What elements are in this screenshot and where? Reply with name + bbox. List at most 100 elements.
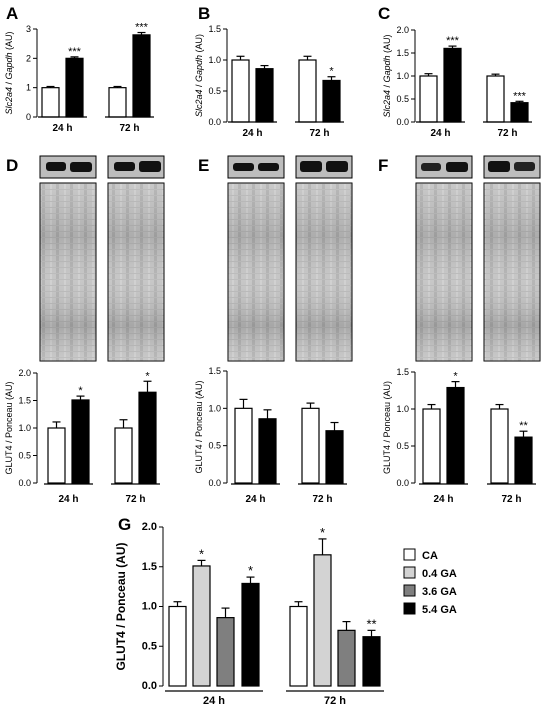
ponceau-stain (228, 183, 284, 361)
ponceau-stain (108, 183, 164, 361)
bar (255, 68, 274, 123)
y-axis-label: Slc2a4 / Gapdh (AU) (4, 31, 14, 114)
bar (138, 391, 157, 484)
y-tick-label: 1.0 (142, 601, 157, 613)
group-label: 72 h (309, 128, 329, 139)
bar (241, 582, 260, 687)
y-tick-label: 0.0 (18, 478, 31, 488)
bar (108, 87, 127, 118)
group-label: 24 h (433, 494, 453, 505)
legend-label-ca: CA (422, 550, 438, 562)
panel-letter-f: F (378, 156, 388, 175)
blot-band (514, 162, 535, 171)
bar-chart-c: 0.0 0.5 1.0 1.5 2.0 Slc2a4 / Gapdh (AU) *** 24 … (382, 25, 532, 139)
y-tick-label: 0.5 (208, 441, 221, 451)
bar-chart-f: 0.0 0.5 1.0 1.5 GLUT4 / Ponceau (AU) * 24 h ** 7… (382, 367, 536, 505)
legend-label-3-6-ga: 3.6 GA (422, 586, 457, 598)
y-axis-label: GLUT4 / Ponceau (AU) (4, 381, 14, 474)
legend-swatch-0-4-ga (403, 566, 416, 579)
significance-marker: *** (68, 46, 82, 58)
significance-marker: *** (513, 90, 527, 102)
bar-chart-d: 0.0 0.5 1.0 1.5 2.0 GLUT4 / Ponceau (AU) * 24 h… (4, 368, 160, 505)
bar (301, 407, 320, 484)
ponceau-stain (484, 183, 540, 361)
group-label: 72 h (324, 695, 346, 707)
bar (322, 79, 341, 123)
blot-band (300, 161, 322, 172)
y-axis-label: Slc2a4 / Gapdh (AU) (194, 34, 204, 117)
group-label: 72 h (125, 494, 145, 505)
y-tick-label: 0.0 (208, 478, 221, 488)
y-tick-label: 1.5 (142, 561, 157, 573)
y-tick-label: 1.0 (18, 423, 31, 433)
blot-band (139, 161, 161, 172)
bar (47, 427, 66, 484)
group-label: 24 h (430, 128, 450, 139)
blot-band-strip (39, 155, 97, 179)
y-tick-label: 1.5 (208, 366, 221, 376)
panel-letter-a: A (6, 4, 18, 23)
significance-marker: * (329, 66, 334, 78)
panel-letter-b: B (198, 4, 210, 23)
bar (419, 75, 438, 123)
ponceau-stain (296, 183, 352, 361)
bar (231, 59, 250, 123)
bar (298, 59, 317, 123)
blot-band (421, 163, 441, 171)
group-label: 24 h (58, 494, 78, 505)
bar (168, 605, 187, 687)
group-label: 24 h (245, 494, 265, 505)
blot-band (46, 162, 66, 171)
y-tick-label: 1.0 (396, 404, 409, 414)
legend-swatch-5-4-ga (403, 602, 416, 615)
significance-marker: ** (366, 616, 376, 631)
significance-marker: * (248, 563, 253, 578)
blot-group-d (39, 155, 165, 362)
y-tick-label: 2 (26, 53, 31, 63)
bar (289, 605, 308, 687)
significance-marker: * (453, 371, 458, 383)
bar (490, 408, 509, 484)
group-label: 72 h (501, 494, 521, 505)
y-tick-label: 0.0 (396, 478, 409, 488)
panel-letter-e: E (198, 156, 209, 175)
blot-band (326, 161, 348, 172)
bar (41, 87, 60, 118)
y-tick-label: 1.0 (396, 71, 409, 81)
group-label: 72 h (312, 494, 332, 505)
bar (422, 408, 441, 484)
significance-marker: * (199, 546, 204, 561)
y-axis-label: GLUT4 / Ponceau (AU) (114, 542, 128, 670)
bar (313, 554, 332, 687)
legend-label-0-4-ga: 0.4 GA (422, 568, 457, 580)
legend-label-5-4-ga: 5.4 GA (422, 604, 457, 616)
group-label: 72 h (119, 123, 139, 134)
legend-swatch-ca (403, 548, 416, 561)
legend-swatch-3-6-ga (403, 584, 416, 597)
blot-band (233, 163, 254, 171)
bar (337, 629, 356, 687)
bar-chart-a: 0 1 2 3 Slc2a4 / Gapdh (AU) *** 24 h *** 72 h (4, 22, 154, 134)
y-tick-label: 0.0 (208, 117, 221, 127)
group-label: 24 h (52, 123, 72, 134)
panel-letter-d: D (6, 156, 18, 175)
blot-group-e (227, 155, 353, 362)
blot-band-strip (227, 155, 285, 179)
significance-marker: * (320, 525, 325, 540)
bar (71, 399, 90, 484)
blot-band (70, 162, 92, 172)
blot-band (446, 162, 468, 172)
bar-chart-b: 0.0 0.5 1.0 1.5 Slc2a4 / Gapdh (AU) 24 h * 72 h (194, 24, 344, 139)
blot-band (488, 161, 510, 172)
ponceau-stain (416, 183, 472, 361)
y-tick-label: 0.5 (396, 94, 409, 104)
y-tick-label: 1.5 (396, 48, 409, 58)
bar (443, 47, 462, 123)
blot-band (258, 163, 279, 171)
y-tick-label: 0.5 (208, 86, 221, 96)
bar (114, 427, 133, 484)
bar (486, 75, 505, 123)
y-tick-label: 0.5 (18, 451, 31, 461)
significance-marker: ** (519, 420, 528, 432)
y-tick-label: 1.5 (208, 24, 221, 34)
